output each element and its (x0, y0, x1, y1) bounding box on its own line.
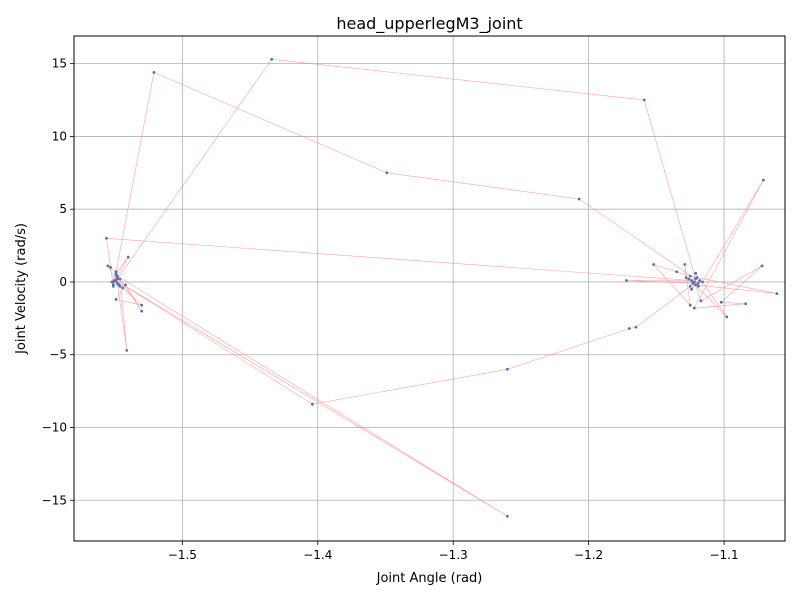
data-point (696, 284, 700, 288)
data-point (687, 277, 691, 281)
data-point (690, 287, 693, 291)
data-point (642, 98, 646, 102)
data-point (701, 280, 704, 284)
data-point (690, 279, 693, 282)
data-point (152, 71, 156, 74)
data-point (696, 282, 700, 285)
data-point (506, 367, 509, 371)
data-points (105, 57, 779, 518)
data-point (675, 270, 679, 274)
data-point (111, 280, 115, 284)
data-point (385, 171, 389, 175)
data-point (121, 286, 125, 290)
data-point (106, 264, 110, 268)
data-point (270, 57, 274, 61)
data-point (719, 300, 723, 304)
data-point (694, 283, 697, 287)
x-tick-label: −1.1 (709, 548, 738, 562)
data-point (634, 325, 638, 329)
data-point (688, 284, 692, 288)
data-point (111, 284, 115, 288)
y-tick-label: −10 (42, 420, 67, 434)
x-tick-label: −1.3 (439, 548, 468, 562)
data-point (725, 315, 729, 319)
data-point (683, 263, 687, 266)
data-point (115, 274, 119, 278)
x-tick-label: −1.2 (574, 548, 603, 562)
grid-lines (74, 36, 785, 541)
data-point (118, 277, 122, 281)
data-point (744, 302, 748, 306)
data-point (311, 402, 314, 406)
data-point (625, 279, 628, 282)
data-point (760, 264, 764, 268)
x-axis-label: Joint Angle (rad) (376, 571, 483, 586)
data-point (694, 277, 697, 281)
x-tick-label: −1.4 (303, 548, 332, 562)
y-tick-label: 0 (59, 275, 67, 289)
x-tick-label: −1.5 (168, 548, 197, 562)
data-point (140, 309, 144, 313)
y-tick-label: 15 (52, 57, 67, 71)
data-point (761, 178, 765, 182)
data-point (126, 255, 130, 259)
data-point (105, 236, 108, 240)
data-point (692, 306, 696, 310)
data-point (114, 298, 118, 301)
data-point (775, 292, 779, 295)
data-point (577, 197, 581, 201)
data-point (506, 514, 509, 518)
plot-area-frame (73, 35, 786, 542)
data-point (698, 279, 702, 282)
data-point (140, 303, 144, 307)
y-tick-label: −15 (42, 493, 67, 507)
data-point (109, 266, 112, 269)
y-tick-label: 10 (52, 129, 67, 143)
y-tick-label: 5 (59, 202, 67, 216)
chart-title: head_upperlegM3_joint (336, 14, 522, 34)
data-point (688, 274, 692, 278)
data-point (627, 327, 631, 330)
y-tick-label: −5 (49, 348, 67, 362)
data-point (694, 271, 697, 275)
data-point (114, 271, 118, 275)
data-point (652, 263, 655, 266)
data-point (124, 283, 127, 287)
data-point (115, 277, 119, 281)
data-point (117, 283, 121, 287)
x-axis-ticks: −1.5 −1.4 −1.3 −1.2 −1.1 (168, 541, 739, 562)
data-point (125, 349, 129, 352)
data-point (692, 280, 696, 284)
data-point (688, 303, 692, 307)
data-point (684, 276, 688, 279)
y-axis-label: Joint Velocity (rad/s) (14, 223, 29, 355)
y-axis-ticks: −15 −10 −5 0 5 10 15 (42, 57, 74, 507)
data-point (699, 299, 703, 303)
